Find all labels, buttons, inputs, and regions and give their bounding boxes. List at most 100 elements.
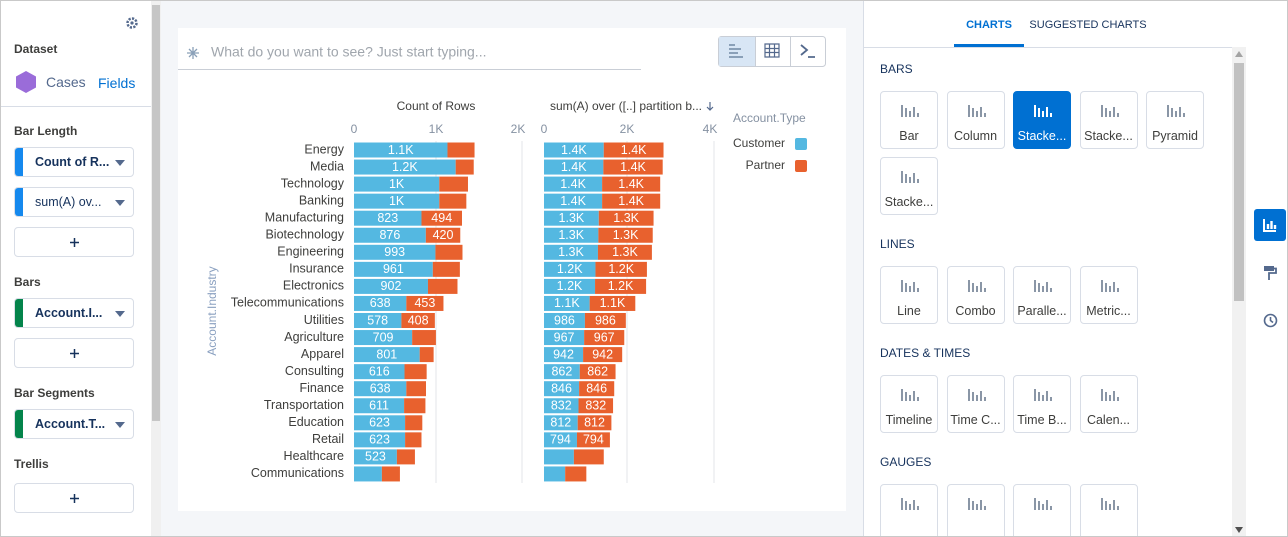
category-label: Communications [251, 466, 344, 480]
scroll-thumb[interactable] [1234, 63, 1244, 301]
chart-type-tile[interactable] [1079, 484, 1138, 536]
bar-segment [544, 227, 599, 243]
scroll-down[interactable] [1235, 527, 1243, 533]
bar-segment [354, 159, 456, 175]
x-tick-label: 1K [429, 122, 444, 136]
dataset-name[interactable]: Cases [46, 74, 86, 90]
data-label: 709 [373, 330, 394, 344]
bar-segment [544, 449, 574, 465]
data-label: 523 [365, 450, 386, 464]
chart-type-tile[interactable]: Bar [880, 91, 938, 149]
plus-icon [70, 494, 79, 503]
bar-segment [598, 227, 653, 243]
chart-type-icon [901, 498, 919, 510]
data-label: 1.2K [392, 160, 418, 174]
data-label: 1.4K [621, 143, 647, 157]
category-label: Telecommunications [231, 296, 344, 310]
search-placeholder[interactable]: What do you want to see? Just start typi… [211, 44, 486, 60]
chart-type-tile[interactable]: Time C... [946, 375, 1005, 433]
data-label: 1.4K [561, 160, 587, 174]
chart-type-tile[interactable] [1013, 484, 1071, 536]
field-pill[interactable]: Account.I... [14, 298, 134, 328]
divider [1, 106, 151, 107]
data-label: 1.4K [560, 194, 586, 208]
chart-type-icon [1100, 498, 1119, 510]
bar-segment [544, 466, 566, 482]
table-view-button[interactable] [764, 43, 780, 58]
data-label: 1.3K [558, 245, 584, 259]
data-label: 1.3K [613, 211, 639, 225]
section-title: Trellis [14, 457, 49, 471]
field-pill[interactable]: sum(A) ov... [14, 187, 134, 217]
chart-type-tile[interactable]: Paralle... [1013, 266, 1071, 324]
bar-segment [544, 313, 585, 328]
bar-segment [544, 244, 598, 260]
chart-type-tile[interactable]: Metric... [1079, 266, 1138, 324]
scrollbar[interactable] [1232, 47, 1246, 536]
chart: What do you want to see? Just start typi… [178, 36, 826, 483]
field-name: Count of R... [35, 155, 110, 169]
chart-type-tile[interactable]: Stacke... [1013, 91, 1071, 149]
data-label: 408 [408, 313, 429, 327]
data-label: 846 [586, 381, 607, 395]
charts-tab-button[interactable] [1254, 209, 1286, 241]
data-label: 876 [379, 228, 400, 242]
scroll-up[interactable] [1235, 51, 1243, 57]
format-button[interactable] [1263, 265, 1277, 281]
bar-segment [544, 193, 603, 209]
data-label: 902 [381, 279, 402, 293]
field-pill[interactable]: Account.T... [14, 409, 134, 439]
data-label: 967 [554, 330, 575, 344]
scrollbar[interactable] [151, 1, 161, 536]
x-tick-label: 2K [620, 122, 635, 136]
chart-type-tile[interactable]: Column [946, 91, 1005, 149]
bar-segment [544, 347, 584, 363]
chart-type-tile[interactable] [946, 484, 1005, 536]
x-tick-label: 0 [541, 122, 548, 136]
chart-view-icon [729, 44, 743, 58]
bar-segment [405, 432, 422, 448]
bar-segment [354, 398, 405, 414]
history-button[interactable] [1263, 313, 1278, 328]
chart-type-tile[interactable]: Calen... [1079, 375, 1138, 433]
chart-type-tile[interactable]: Stacke... [1079, 91, 1138, 149]
chart-type-label: Time B... [1017, 413, 1067, 427]
tab[interactable]: CHARTS [966, 19, 1012, 31]
bar-segment [598, 210, 654, 226]
bar-segment [404, 398, 426, 414]
chart-type-tile[interactable]: Timeline [880, 375, 938, 433]
chart-type-tile[interactable]: Stacke... [880, 157, 938, 215]
data-label: 1.4K [560, 177, 586, 191]
bar-segment [579, 381, 615, 397]
fields-link[interactable]: Fields [98, 75, 136, 91]
field-pill[interactable]: Count of R... [14, 147, 134, 177]
chart-type-tile[interactable]: Combo [946, 266, 1005, 324]
category-label: Electronics [283, 279, 344, 293]
bar-segment [354, 415, 406, 431]
chart-type-tile[interactable]: Time B... [1013, 375, 1071, 433]
chart-type-tile[interactable]: Line [880, 266, 938, 324]
add-button[interactable] [14, 483, 134, 513]
category-label: Insurance [289, 262, 344, 276]
search-icon [187, 47, 199, 59]
add-button[interactable] [14, 338, 134, 368]
query-view-button[interactable] [800, 44, 815, 58]
tab[interactable]: SUGGESTED CHARTS [1029, 19, 1147, 31]
scroll-thumb[interactable] [152, 5, 160, 421]
chart-type-tile[interactable] [880, 484, 938, 536]
add-button[interactable] [14, 227, 134, 257]
data-label: 1K [389, 194, 405, 208]
legend-title: Account.Type [733, 111, 806, 125]
chart-type-tile[interactable]: Pyramid [1146, 91, 1204, 149]
field-name: sum(A) ov... [35, 195, 102, 209]
bar-segment [425, 227, 461, 243]
bar-segment [354, 278, 428, 294]
data-label: 1.1K [600, 296, 626, 310]
bar-segment [578, 398, 614, 414]
bar-segment [396, 449, 415, 465]
sort-icon[interactable] [706, 102, 714, 111]
data-label: 578 [367, 313, 388, 327]
settings-icon[interactable] [125, 16, 139, 30]
bar-segment [354, 176, 440, 192]
chart-view-button[interactable] [719, 37, 755, 66]
